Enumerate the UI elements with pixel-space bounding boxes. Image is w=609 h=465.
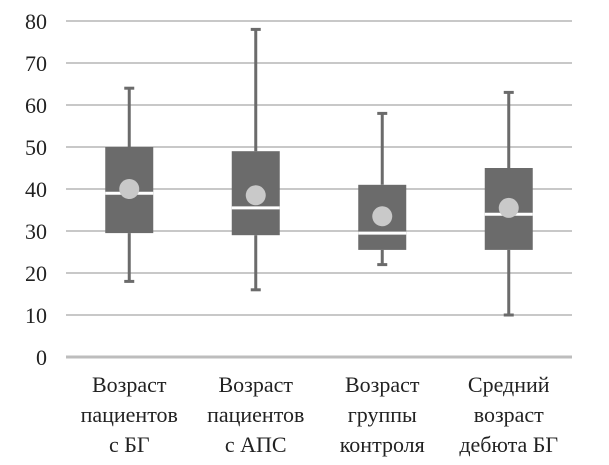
mean-marker (119, 179, 140, 199)
box-series (105, 27, 533, 317)
category-label-line: Возраст (92, 372, 167, 397)
category-label-line: Возраст (218, 372, 293, 397)
category-label-line: Средний (468, 372, 550, 397)
y-tick-label: 20 (25, 261, 47, 286)
category-label-line: с АПС (225, 432, 287, 457)
mean-marker (498, 197, 519, 218)
category-label-line: Возраст (345, 372, 420, 397)
x-axis-category-labels: Возраст пациентов с БГ Возраст пациентов с АП… (81, 372, 559, 457)
y-tick-label: 70 (25, 51, 47, 76)
box-group (231, 27, 280, 292)
category-label-line: контроля (340, 432, 425, 457)
y-tick-label: 10 (25, 303, 47, 328)
y-tick-label: 0 (36, 345, 47, 370)
category-label-line: возраст (474, 402, 544, 427)
category-label-line: группы (348, 402, 417, 427)
category-label-line: пациентов (81, 402, 178, 427)
category-label-line: пациентов (207, 402, 304, 427)
box-group (484, 90, 533, 317)
mean-marker (372, 206, 393, 227)
mean-marker (245, 185, 266, 206)
y-tick-label: 60 (25, 93, 47, 118)
y-tick-label: 40 (25, 177, 47, 202)
y-tick-label: 80 (25, 9, 47, 34)
category-label-line: с БГ (109, 432, 150, 457)
y-axis-tick-labels: 0 10 20 30 40 50 60 70 80 (25, 9, 47, 370)
category-label-line: дебюта БГ (459, 432, 558, 457)
y-tick-label: 30 (25, 219, 47, 244)
y-tick-label: 50 (25, 135, 47, 160)
box-group (358, 111, 407, 267)
box-group (105, 86, 154, 283)
